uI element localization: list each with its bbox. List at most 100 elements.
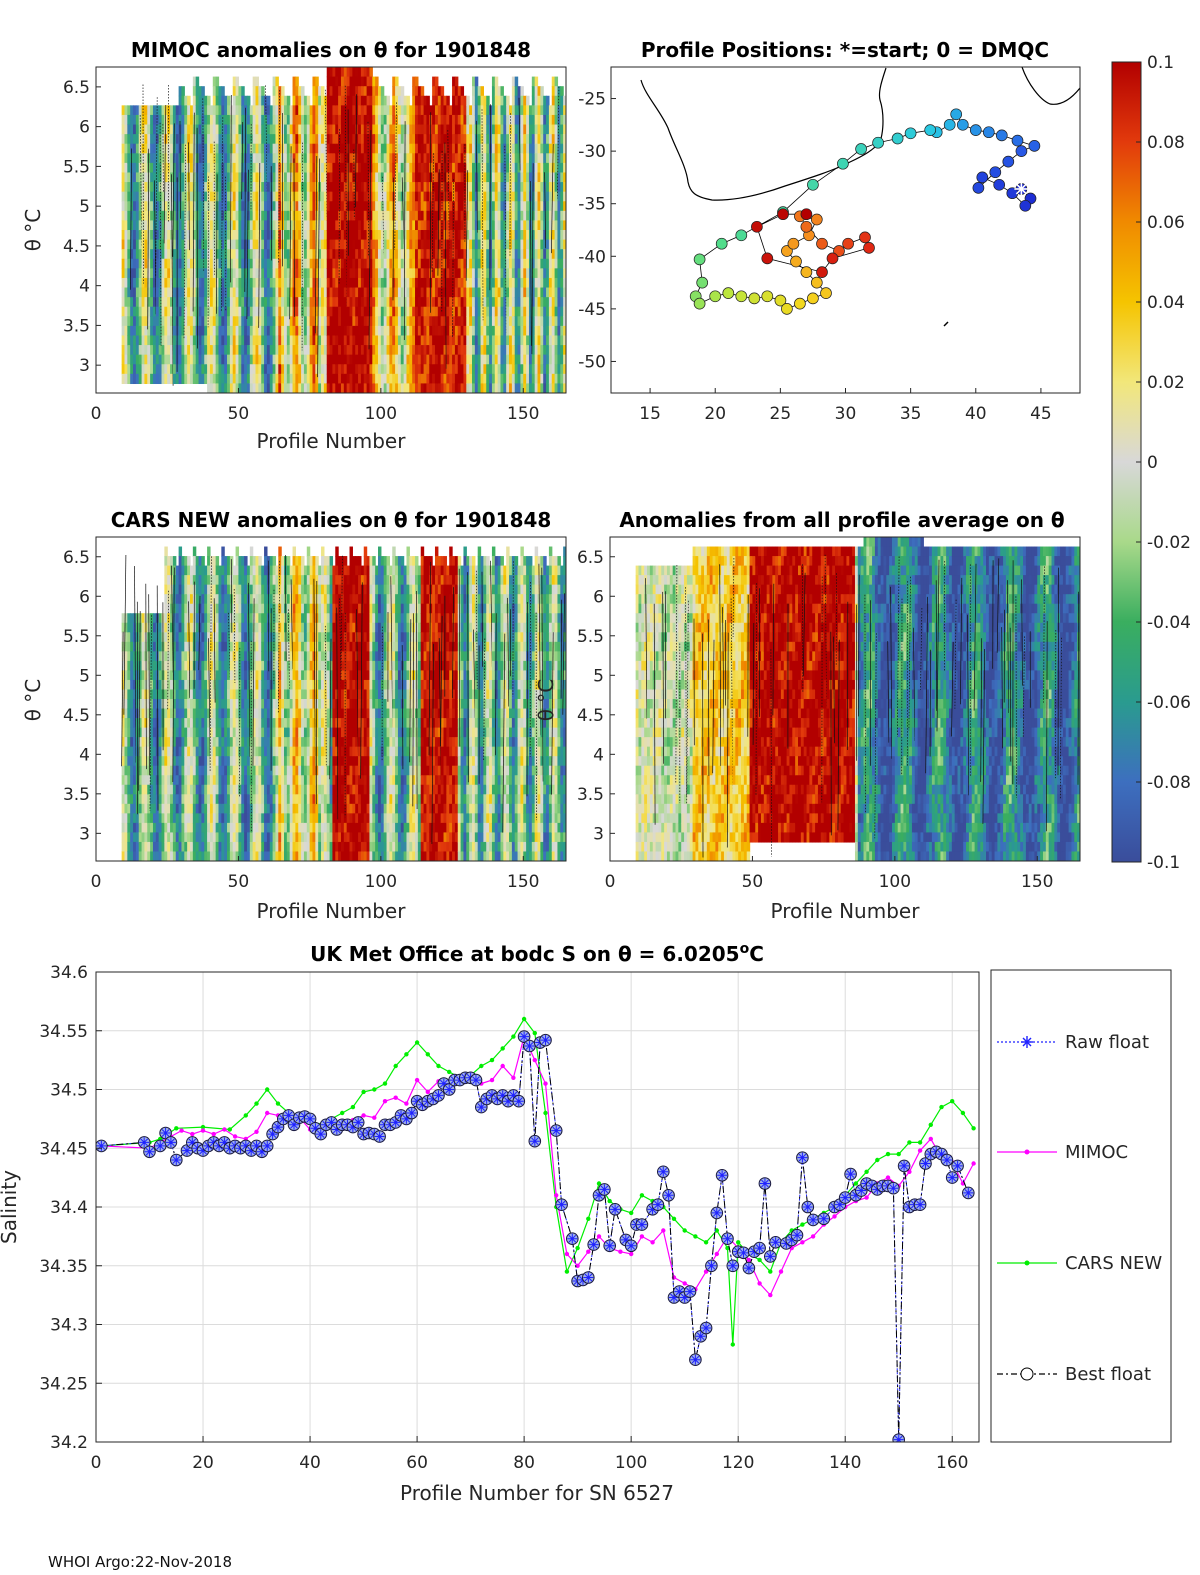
contour-line [557, 86, 560, 199]
heatmap-cell [309, 373, 314, 385]
heatmap-cell [403, 364, 408, 375]
heatmap-cell [215, 325, 220, 337]
heatmap-cell [312, 316, 316, 327]
heatmap-cell [389, 277, 393, 289]
heatmap-cell [420, 364, 425, 375]
heatmap-cell [477, 105, 482, 116]
heatmap-cell [511, 335, 516, 346]
heatmap-cell [423, 364, 428, 375]
heatmap-cell [375, 373, 379, 385]
heatmap-cell [528, 114, 533, 126]
heatmap-cell [187, 287, 191, 298]
heatmap-cell [463, 258, 467, 269]
heatmap-cell [551, 182, 556, 193]
heatmap-cell [474, 306, 479, 317]
heatmap-cell [486, 364, 490, 375]
heatmap-cell [557, 249, 561, 260]
heatmap-cell [227, 258, 231, 269]
heatmap-cell [264, 268, 268, 279]
heatmap-cell [124, 268, 128, 279]
heatmap-cell [386, 249, 390, 260]
heatmap-cell [557, 182, 561, 193]
heatmap-cell [272, 354, 277, 365]
heatmap-cell [537, 268, 541, 279]
heatmap-cell [172, 364, 177, 375]
heatmap-cell [474, 230, 479, 241]
heatmap-cell [175, 134, 180, 145]
heatmap-cell [124, 373, 128, 385]
heatmap-cell [130, 134, 134, 145]
heatmap-cell [315, 124, 319, 135]
heatmap-cell [369, 383, 373, 393]
heatmap-cell [528, 105, 533, 116]
heatmap-cell [443, 124, 447, 135]
heatmap-cell [397, 220, 402, 231]
heatmap-cell [534, 354, 539, 365]
heatmap-cell [207, 297, 211, 308]
heatmap-cell [172, 325, 177, 337]
heatmap-cell [286, 316, 291, 327]
heatmap-cell [389, 345, 393, 356]
heatmap-cell [417, 172, 422, 183]
heatmap-cell [309, 220, 314, 231]
heatmap-cell [406, 124, 410, 135]
heatmap-cell [432, 325, 436, 337]
heatmap-cell [323, 306, 328, 317]
heatmap-cell [443, 345, 447, 356]
heatmap-cell [218, 172, 222, 183]
heatmap-cell [321, 325, 325, 337]
heatmap-cell [184, 268, 188, 279]
heatmap-cell [472, 76, 476, 87]
heatmap-cell [352, 230, 356, 241]
heatmap-cell [147, 172, 151, 183]
heatmap-cell [192, 335, 197, 346]
heatmap-cell [472, 220, 476, 231]
heatmap-cell [306, 268, 311, 279]
heatmap-cell [312, 258, 316, 269]
heatmap-cell [540, 86, 544, 97]
heatmap-cell [309, 287, 314, 298]
heatmap-cell [249, 191, 254, 202]
heatmap-cell [358, 325, 362, 337]
heatmap-cell [375, 124, 379, 135]
heatmap-cell [286, 162, 291, 174]
heatmap-cell [491, 86, 496, 97]
heatmap-cell [323, 258, 328, 269]
heatmap-cell [423, 220, 428, 231]
heatmap-cell [426, 95, 430, 106]
heatmap-cell [161, 124, 165, 135]
heatmap-cell [338, 335, 342, 346]
heatmap-cell [241, 277, 245, 289]
heatmap-cell [477, 335, 482, 346]
heatmap-cell [437, 201, 442, 212]
heatmap-cell [207, 258, 211, 269]
heatmap-cell [298, 114, 302, 126]
heatmap-cell [315, 86, 319, 97]
heatmap-cell [190, 220, 194, 231]
heatmap-cell [264, 124, 268, 135]
heatmap-cell [161, 210, 165, 222]
heatmap-cell [369, 364, 373, 375]
heatmap-cell [517, 373, 522, 385]
heatmap-cell [369, 345, 373, 356]
heatmap-cell [224, 373, 228, 385]
heatmap-cell [389, 335, 393, 346]
heatmap-cell [212, 95, 217, 106]
heatmap-cell [480, 277, 484, 289]
heatmap-cell [434, 239, 439, 250]
heatmap-cell [198, 364, 202, 375]
heatmap-cell [323, 191, 328, 202]
heatmap-cell [417, 134, 422, 145]
heatmap-cell [392, 383, 396, 393]
heatmap-cell [511, 143, 516, 154]
heatmap-cell [252, 95, 257, 106]
heatmap-cell [241, 383, 245, 393]
heatmap-cell [366, 239, 371, 250]
heatmap-cell [548, 230, 553, 241]
heatmap-cell [235, 364, 240, 375]
heatmap-cell [184, 172, 188, 183]
heatmap-cell [500, 287, 504, 298]
heatmap-cell [392, 335, 396, 346]
heatmap-cell [503, 345, 507, 356]
heatmap-cell [551, 335, 556, 346]
